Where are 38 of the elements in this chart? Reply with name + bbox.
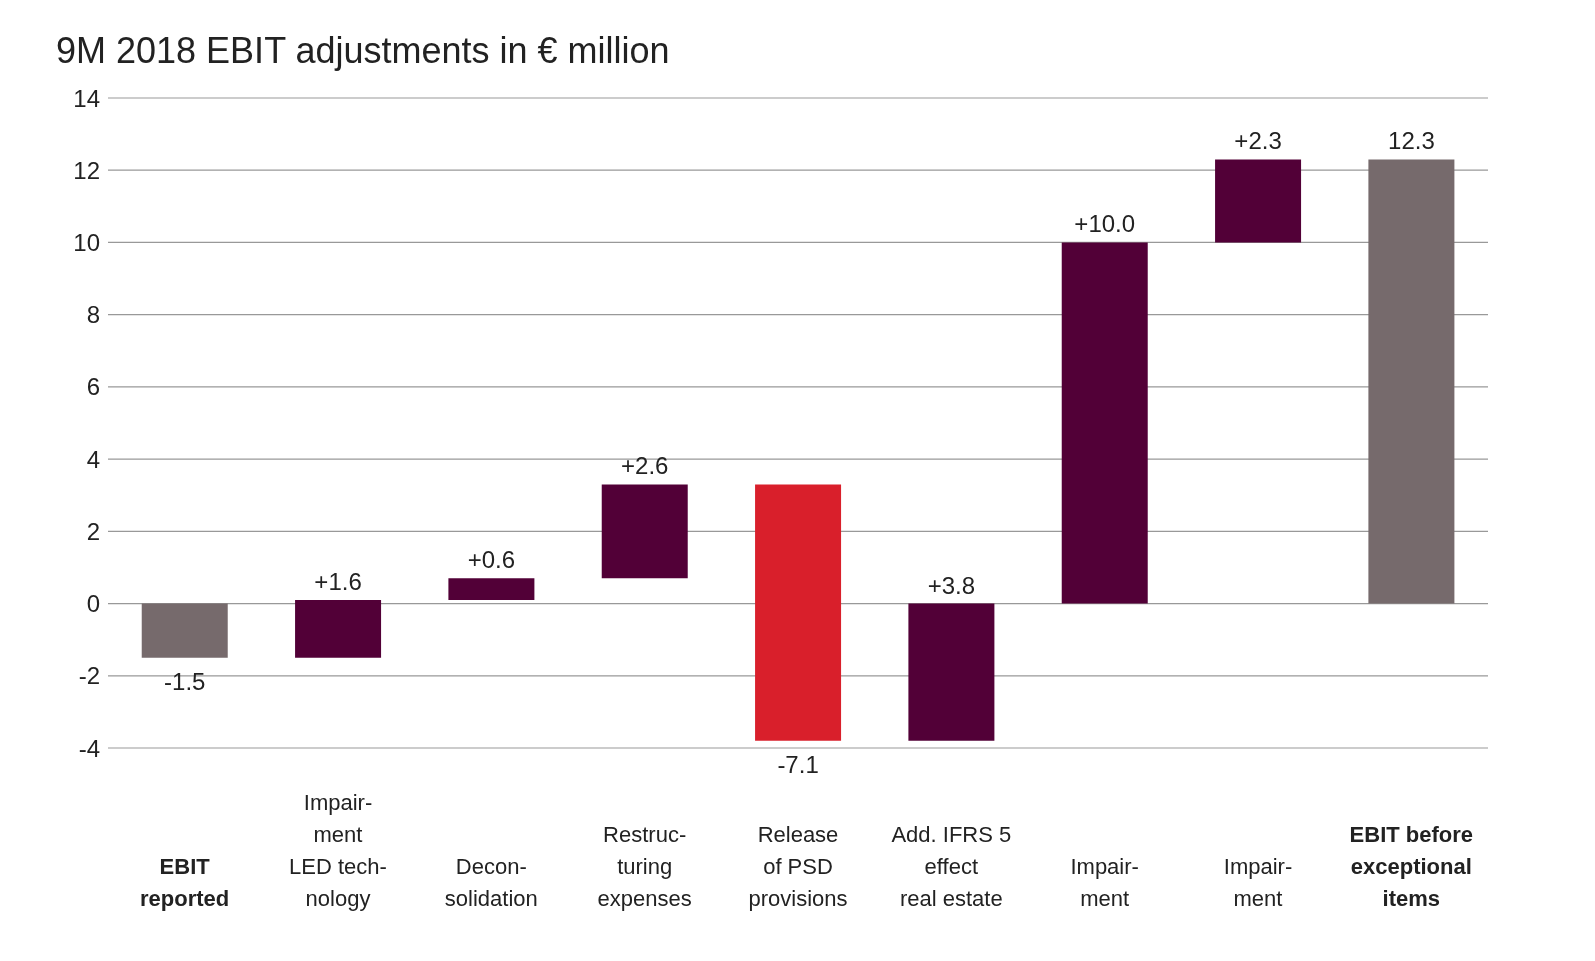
bar <box>1368 159 1455 604</box>
x-tick-label: Release of PSD provisions <box>748 822 848 911</box>
data-label: -7.1 <box>777 750 819 778</box>
x-tick-label: EBIT reported <box>140 854 230 911</box>
data-label: +10.0 <box>1074 210 1136 238</box>
y-tick-label: -2 <box>78 662 100 690</box>
data-label: 12.3 <box>1388 127 1435 155</box>
data-label: +2.6 <box>621 452 669 480</box>
y-tick-label: 14 <box>73 84 100 112</box>
x-tick-label: Add. IFRS 5 effect real estate <box>891 822 1012 911</box>
bar <box>448 578 535 600</box>
bar <box>1215 159 1302 243</box>
data-label: +2.3 <box>1234 127 1282 155</box>
bar <box>141 603 228 658</box>
bar <box>295 599 382 658</box>
y-tick-label: -4 <box>78 734 100 762</box>
data-label: +1.6 <box>314 567 362 595</box>
x-tick-label: Impair- ment <box>1223 854 1293 911</box>
bar <box>1061 242 1148 604</box>
x-tick-label: EBIT before exceptional items <box>1349 822 1474 911</box>
bar <box>908 603 995 741</box>
y-tick-label: 12 <box>73 156 100 184</box>
bar <box>601 484 688 579</box>
data-label: -1.5 <box>164 667 206 695</box>
y-tick-label: 4 <box>86 445 100 473</box>
data-label: +0.6 <box>467 546 516 574</box>
y-tick-label: 0 <box>86 590 100 618</box>
y-tick-label: 2 <box>86 517 100 545</box>
x-tick-label: Restruc- turing expenses <box>597 822 692 911</box>
x-tick-label: Decon- solidation <box>444 854 538 911</box>
y-tick-label: 8 <box>86 301 100 329</box>
chart-title: 9M 2018 EBIT adjustments in € million <box>56 30 670 72</box>
x-tick-label: Impair- ment <box>1070 854 1139 911</box>
y-tick-label: 6 <box>86 373 100 401</box>
data-label: +3.8 <box>927 571 976 599</box>
x-tick-label: Impair- ment LED tech- nology <box>289 790 387 911</box>
y-tick-label: 10 <box>73 228 100 256</box>
bar <box>755 484 842 741</box>
